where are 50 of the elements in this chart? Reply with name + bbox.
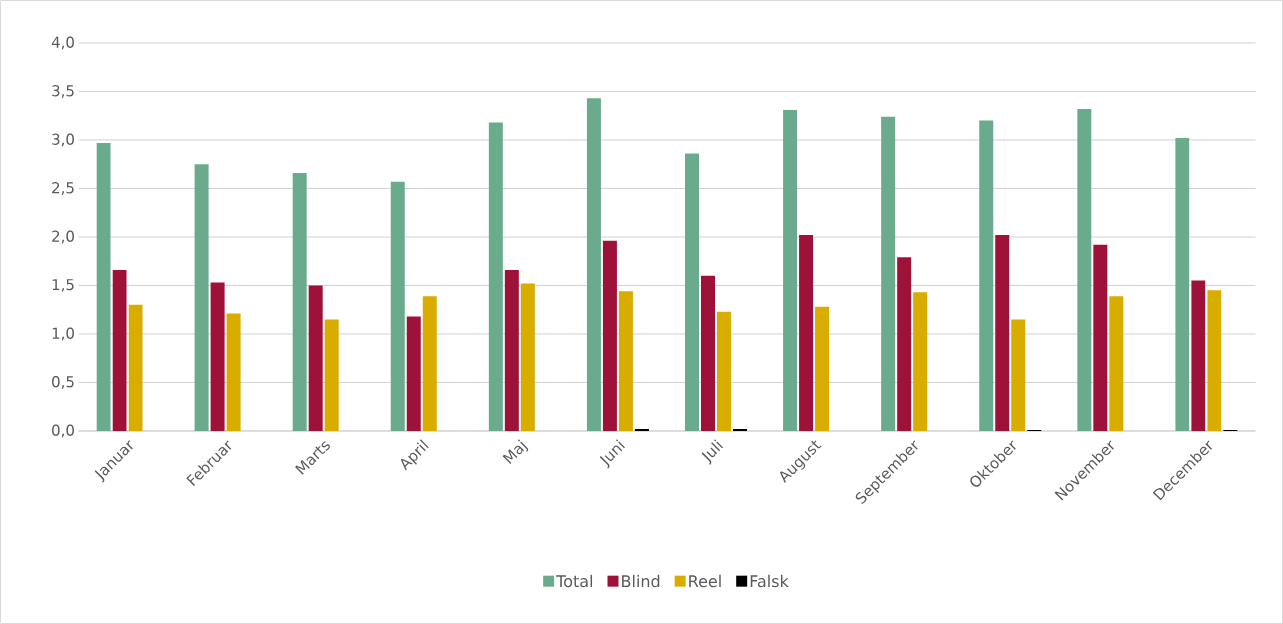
bar bbox=[1011, 319, 1026, 431]
bar bbox=[488, 122, 503, 431]
bar bbox=[1175, 138, 1190, 431]
bar bbox=[226, 313, 241, 431]
bar bbox=[324, 319, 339, 431]
bar bbox=[504, 269, 519, 431]
y-tick-label: 0,0 bbox=[52, 424, 74, 438]
y-tick-label: 2,0 bbox=[52, 230, 74, 244]
bar bbox=[292, 172, 307, 431]
bar bbox=[308, 285, 323, 431]
y-tick-label: 1,5 bbox=[52, 279, 74, 292]
y-tick-label: 3,0 bbox=[52, 133, 74, 147]
y-tick-label: 2,5 bbox=[52, 182, 74, 195]
bar bbox=[406, 316, 421, 431]
bar bbox=[881, 116, 896, 431]
bar bbox=[897, 257, 912, 431]
bar bbox=[1191, 280, 1206, 431]
bar bbox=[979, 120, 994, 431]
bar bbox=[422, 296, 437, 431]
bar bbox=[783, 109, 798, 431]
y-tick-label: 3,5 bbox=[52, 85, 74, 98]
bar bbox=[815, 306, 830, 431]
legend-label: Reel bbox=[689, 574, 721, 588]
legend-label: Blind bbox=[622, 574, 660, 588]
bar bbox=[96, 142, 111, 431]
bar bbox=[618, 291, 633, 431]
bar bbox=[685, 153, 699, 431]
bar bbox=[1077, 108, 1092, 431]
bar bbox=[995, 235, 1010, 431]
y-tick-label: 4,0 bbox=[51, 36, 74, 50]
y-tick-label: 0,5 bbox=[52, 376, 74, 389]
bar bbox=[1109, 296, 1124, 431]
legend-label: Falsk bbox=[750, 574, 789, 588]
bar bbox=[128, 304, 143, 431]
bar bbox=[112, 269, 127, 431]
bar bbox=[913, 292, 928, 431]
bar bbox=[586, 98, 601, 431]
x-tick-label: Maj bbox=[502, 439, 529, 464]
bar bbox=[390, 181, 405, 431]
bar bbox=[210, 282, 225, 431]
bar bbox=[701, 275, 715, 431]
y-tick-label: 1,0 bbox=[52, 327, 74, 341]
bar bbox=[602, 240, 617, 431]
bar bbox=[1207, 290, 1222, 431]
legend-label: Total bbox=[556, 574, 593, 588]
bar bbox=[520, 283, 535, 431]
bar bbox=[717, 311, 731, 431]
bar bbox=[799, 235, 814, 431]
bar bbox=[1093, 244, 1108, 431]
bar bbox=[194, 164, 209, 431]
